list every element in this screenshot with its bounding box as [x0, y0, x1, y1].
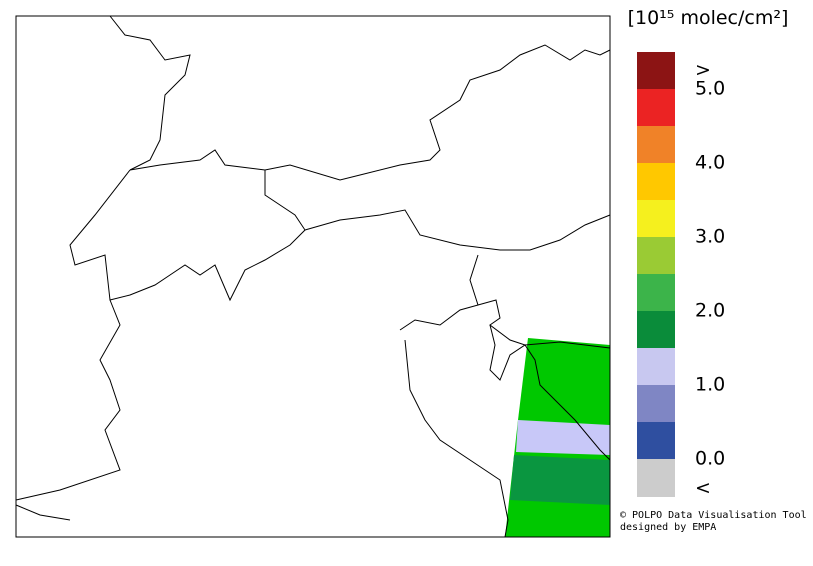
map-frame: [15, 15, 611, 538]
tick-label: 4.0: [695, 152, 725, 174]
color-swatch: [637, 311, 675, 348]
swath-band: [510, 455, 610, 505]
tick-label: 5.0: [695, 78, 725, 100]
color-swatch: [637, 237, 675, 274]
color-swatch: [637, 348, 675, 385]
color-swatch-under: [637, 459, 675, 497]
color-swatch-over: [637, 52, 675, 89]
tick-label: 2.0: [695, 300, 725, 322]
color-swatch: [637, 200, 675, 237]
border: [304, 209, 611, 251]
border: [69, 169, 306, 302]
over-label: >: [695, 59, 711, 81]
border: [15, 299, 121, 501]
color-swatch: [637, 422, 675, 459]
color-swatch: [637, 385, 675, 422]
coastline: [399, 304, 479, 331]
color-swatch: [637, 89, 675, 126]
color-swatch: [637, 163, 675, 200]
coastline: [404, 339, 509, 538]
map: [15, 15, 611, 538]
tick-label: 0.0: [695, 448, 725, 470]
credit: © POLPO Data Visualisation Tool: [620, 510, 807, 521]
coastline: [15, 504, 71, 521]
border: [109, 15, 191, 171]
border: [129, 44, 611, 181]
tick-label: 1.0: [695, 374, 725, 396]
coastline: [489, 324, 611, 461]
under-label: <: [695, 477, 711, 499]
color-swatch: [637, 126, 675, 163]
credit: designed by EMPA: [620, 522, 716, 533]
border: [469, 254, 611, 349]
legend-title: [10¹⁵ molec/cm²]: [628, 7, 789, 29]
tick-label: 3.0: [695, 226, 725, 248]
color-swatch: [637, 274, 675, 311]
swath-band: [516, 420, 610, 455]
